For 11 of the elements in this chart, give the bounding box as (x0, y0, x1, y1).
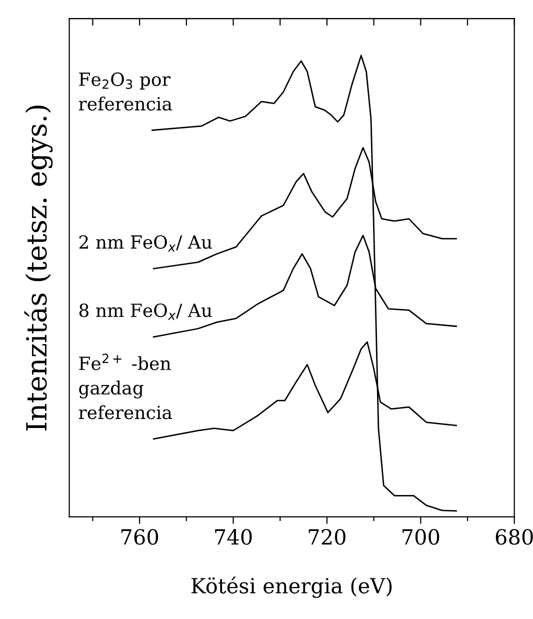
series-label: 8 nm FeO$_{x}$/ Au (79, 303, 212, 320)
y-axis-title: Intenzitás (tetsz. egys.) (24, 106, 53, 431)
x-tick-label: 740 (215, 529, 252, 545)
x-tick-label: 700 (402, 529, 440, 545)
series-label: Fe$_{2}$O$_{3}$ por referencia (78, 72, 172, 111)
x-tick-label: 680 (496, 529, 533, 545)
x-tick-label: 720 (308, 529, 346, 545)
x-tick-label: 760 (121, 529, 158, 545)
series-label: 2 nm FeO$_{x}$/ Au (79, 235, 212, 252)
x-axis-title: Kötési energia (eV) (191, 576, 392, 598)
series-label: Fe$^{2+}$ -ben gazdag referencia (78, 354, 172, 420)
